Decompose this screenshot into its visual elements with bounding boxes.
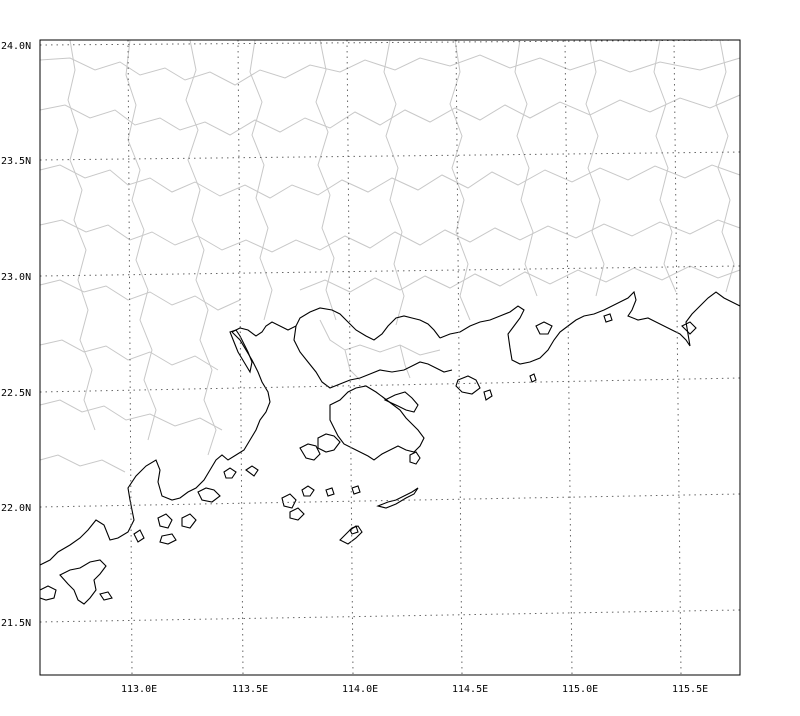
- lat-label: 22.5N: [1, 388, 31, 399]
- meridian-line: [237, 39, 244, 676]
- lat-label: 24.0N: [1, 41, 31, 52]
- meridian-line: [127, 39, 133, 676]
- graticule: [39, 39, 741, 676]
- lon-label: 115.5E: [672, 684, 708, 695]
- lat-label: 22.0N: [1, 503, 31, 514]
- map-frame: [39, 39, 741, 676]
- parallel-line: [39, 377, 741, 393]
- lat-label: 21.5N: [1, 618, 31, 629]
- parallel-line: [39, 265, 741, 277]
- lat-label: 23.0N: [1, 272, 31, 283]
- plot-area: [40, 40, 740, 675]
- meridian-line: [673, 39, 682, 676]
- lon-label: 114.5E: [452, 684, 488, 695]
- meridian-line: [346, 39, 354, 676]
- admin-boundaries: [39, 39, 741, 473]
- lon-label: 113.5E: [232, 684, 268, 695]
- lon-label: 115.0E: [562, 684, 598, 695]
- coastline: [39, 290, 741, 605]
- meridian-line: [564, 39, 573, 676]
- latitude-labels: 24.0N 23.5N 23.0N 22.5N 22.0N 21.5N: [1, 41, 31, 629]
- parallel-line: [39, 493, 741, 508]
- parallel-line: [39, 609, 741, 623]
- longitude-labels: 113.0E 113.5E 114.0E 114.5E 115.0E 115.5…: [121, 684, 708, 695]
- lat-label: 23.5N: [1, 156, 31, 167]
- lon-label: 113.0E: [121, 684, 157, 695]
- lon-label: 114.0E: [342, 684, 378, 695]
- parallel-line: [39, 151, 741, 161]
- parallel-line: [39, 39, 741, 46]
- meridian-line: [455, 39, 463, 676]
